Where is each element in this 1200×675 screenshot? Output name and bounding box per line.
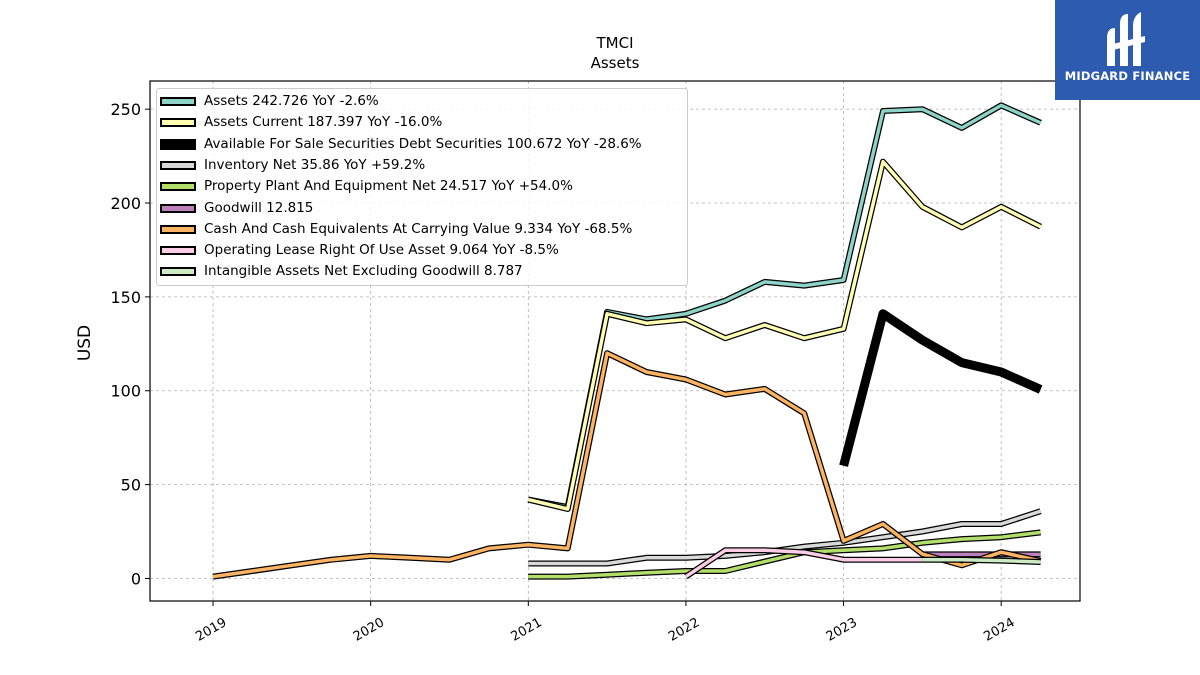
- legend-label: Inventory Net 35.86 YoY +59.2%: [204, 156, 426, 173]
- plot-frame: [149, 80, 1081, 602]
- series-line-cash-and-cash-equivalents-at-carrying-value: [212, 351, 1041, 579]
- x-tick-label: 2022: [666, 615, 702, 645]
- legend-item: Inventory Net 35.86 YoY +59.2%: [157, 155, 685, 176]
- y-tick-label: 100: [110, 382, 141, 401]
- legend-item: Property Plant And Equipment Net 24.517 …: [157, 176, 685, 197]
- legend-swatch: [160, 267, 196, 277]
- legend-swatch: [160, 224, 196, 234]
- y-tick-label: 250: [110, 100, 141, 119]
- legend-label: Property Plant And Equipment Net 24.517 …: [204, 178, 573, 195]
- midgard-logo-icon: [1107, 12, 1145, 66]
- y-tick-label: 200: [110, 194, 141, 213]
- legend-swatch: [160, 118, 196, 128]
- series-line-assets-current: [527, 159, 1042, 511]
- legend-item: Assets 242.726 YoY -2.6%: [157, 91, 685, 112]
- legend-swatch: [160, 182, 196, 192]
- x-tick-label: 2019: [193, 615, 229, 645]
- legend-swatch: [160, 246, 196, 256]
- legend-item: Cash And Cash Equivalents At Carrying Va…: [157, 219, 685, 240]
- chart-subtitle: Assets: [591, 54, 640, 72]
- brand-logo: MIDGARD FINANCE: [1055, 0, 1200, 100]
- legend-label: Assets 242.726 YoY -2.6%: [204, 93, 379, 109]
- legend-swatch: [160, 97, 196, 106]
- series-line-operating-lease-right-of-use-asset: [684, 548, 923, 579]
- legend-swatch: [160, 203, 196, 213]
- legend-swatch: [160, 138, 196, 150]
- legend: Assets 242.726 YoY -2.6% Assets Current 1…: [156, 88, 688, 286]
- legend-label: Cash And Cash Equivalents At Carrying Va…: [204, 220, 633, 237]
- chart-title: TMCI: [595, 34, 633, 52]
- legend-swatch: [160, 160, 196, 170]
- legend-label: Goodwill 12.815: [204, 199, 314, 216]
- legend-item: Intangible Assets Net Excluding Goodwill…: [157, 261, 685, 282]
- x-tick-label: 2023: [824, 615, 860, 645]
- series-lines: [212, 102, 1043, 580]
- y-tick-label: 50: [121, 476, 141, 495]
- legend-label: Operating Lease Right Of Use Asset 9.064…: [204, 242, 559, 259]
- y-tick-label: 150: [110, 288, 141, 307]
- series-line-property-plant-and-equipment-net: [528, 530, 1041, 579]
- series-line-intangible-assets-net-excluding-goodwill: [922, 557, 1041, 564]
- series-line-available-for-sale-securities-debt-securities: [839, 309, 1043, 467]
- x-tick-label: 2020: [351, 615, 387, 645]
- x-tick-label: 2021: [508, 615, 544, 645]
- legend-label: Available For Sale Securities Debt Secur…: [204, 135, 642, 152]
- legend-item: Available For Sale Securities Debt Secur…: [157, 134, 685, 155]
- brand-name: MIDGARD FINANCE: [1064, 69, 1191, 83]
- y-tick-label: 0: [131, 569, 141, 588]
- legend-item: Operating Lease Right Of Use Asset 9.064…: [157, 240, 685, 261]
- y-axis-label: USD: [75, 325, 95, 361]
- legend-label: Intangible Assets Net Excluding Goodwill…: [204, 263, 523, 280]
- legend-item: Goodwill 12.815: [157, 198, 685, 219]
- legend-item: Assets Current 187.397 YoY -16.0%: [157, 112, 685, 133]
- legend-label: Assets Current 187.397 YoY -16.0%: [204, 114, 443, 131]
- x-tick-label: 2024: [981, 615, 1017, 645]
